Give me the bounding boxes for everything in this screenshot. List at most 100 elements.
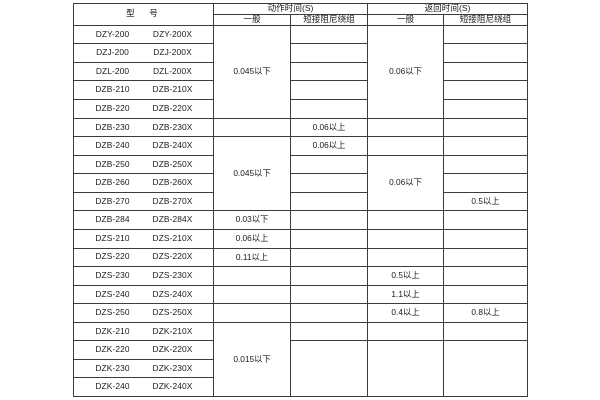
table-body: DZY-200 DZY-200X 0.045以下 0.06以下 DZJ-200 DZ… [73, 24, 528, 398]
model-cell: DZL-200 DZL-200X [73, 61, 214, 82]
model-code-primary: DZK-240 [95, 381, 130, 392]
rt-general-cell [367, 136, 444, 156]
op-damping-cell [290, 228, 368, 249]
table-row: DZB-210 DZB-210X [73, 80, 528, 100]
model-code-primary: DZB-250 [95, 158, 130, 169]
model-code-variant: DZK-220X [152, 344, 193, 355]
model-code-primary: DZS-220 [95, 251, 130, 262]
op-damping-cell [290, 303, 368, 323]
model-code-primary: DZS-240 [95, 288, 130, 299]
table-row: DZS-230 DZS-230X 0.5以上 [73, 266, 528, 286]
op-general-cell: 0.03以下 [213, 210, 291, 230]
op-general-cell [213, 284, 291, 305]
op-damping-cell [290, 284, 368, 305]
op-general-cell [213, 303, 291, 323]
rt-damping-cell [443, 136, 528, 156]
model-code-primary: DZK-230 [95, 362, 130, 373]
header-row-sub: 一般 短接阻尼绕组 一般 短接阻尼绕组 [74, 13, 528, 26]
rt-general-cell: 0.5以上 [367, 266, 444, 286]
table-row: DZK-220 DZK-220X [73, 340, 528, 397]
op-damping-cell [290, 321, 368, 342]
rt-damping-cell [443, 173, 528, 193]
model-code-variant: DZK-210X [152, 325, 193, 336]
op-damping-cell [290, 24, 368, 45]
rt-general-cell [367, 247, 444, 268]
model-cell: DZK-240 DZK-240X [73, 377, 214, 397]
model-cell: DZS-220 DZS-220X [73, 247, 214, 268]
rt-damping-cell [443, 340, 528, 397]
model-cell: DZB-220 DZB-220X [73, 99, 214, 119]
model-cell: DZS-230 DZS-230X [73, 266, 214, 286]
model-cell: DZS-240 DZS-240X [73, 284, 214, 305]
header-operating-time: 动作时间(S) [213, 3, 368, 15]
model-code-variant: DZS-240X [152, 288, 193, 299]
op-damping-cell [290, 43, 368, 63]
model-cell: DZK-220 DZK-220X [73, 340, 214, 360]
op-damping-cell [290, 340, 368, 397]
table-row: DZL-200 DZL-200X [73, 61, 528, 82]
op-general-cell [213, 266, 291, 286]
relay-timing-table: 型 号 动作时间(S) 返回时间(S) 一般 短接阻尼绕组 一般 短接阻尼绕组 … [73, 3, 528, 398]
model-cell: DZB-230 DZB-230X [73, 117, 214, 138]
model-cell: DZJ-200 DZJ-200X [73, 43, 214, 63]
rt-general-cell: 1.1以上 [367, 284, 444, 305]
rt-general-cell [367, 340, 444, 397]
op-damping-cell [290, 154, 368, 175]
model-code-variant: DZB-284X [152, 214, 193, 225]
table-row: DZB-230 DZB-230X 0.06以上 [73, 117, 528, 138]
model-cell: DZB-240 DZB-240X [73, 136, 214, 156]
table-row: DZB-250 DZB-250X 0.06以下 [73, 154, 528, 212]
model-code-variant: DZY-200X [152, 28, 193, 39]
header-row-top: 型 号 动作时间(S) 返回时间(S) [73, 3, 528, 26]
model-code-variant: DZB-250X [152, 158, 193, 169]
op-general-merged-1: 0.045以下 [213, 24, 291, 119]
rt-general-cell: 0.4以上 [367, 303, 444, 323]
model-code-primary: DZB-220 [95, 102, 130, 113]
rt-damping-cell [443, 210, 528, 230]
op-damping-cell [290, 266, 368, 286]
model-code-primary: DZB-230 [95, 121, 130, 132]
op-general-merged-2: 0.045以下 [213, 136, 291, 212]
model-code-variant: DZB-240X [152, 140, 193, 151]
model-code-primary: DZK-210 [95, 325, 130, 336]
op-damping-cell [290, 99, 368, 119]
table-row: DZS-220 DZS-220X 0.11以上 [73, 247, 528, 268]
table-row: DZY-200 DZY-200X 0.045以下 0.06以下 [73, 24, 528, 119]
op-damping-cell: 0.06以上 [290, 136, 368, 156]
rt-damping-cell: 0.8以上 [443, 303, 528, 323]
rt-damping-cell: 0.5以上 [443, 191, 528, 212]
model-code-primary: DZY-200 [95, 28, 130, 39]
table-row: DZS-210 DZS-210X 0.06以上 [73, 228, 528, 249]
model-code-primary: DZB-240 [95, 140, 130, 151]
op-damping-cell [290, 80, 368, 100]
rt-damping-cell [443, 80, 528, 100]
rt-general-cell [367, 117, 444, 138]
table-row: DZS-240 DZS-240X 1.1以上 [73, 284, 528, 305]
rt-damping-cell [443, 154, 528, 175]
model-code-variant: DZK-240X [152, 381, 193, 392]
rt-damping-cell [443, 321, 528, 342]
table-row: DZJ-200 DZJ-200X [73, 43, 528, 63]
spec-table-container: 型 号 动作时间(S) 返回时间(S) 一般 短接阻尼绕组 一般 短接阻尼绕组 … [73, 3, 528, 398]
table-row: DZB-284 DZB-284X 0.03以下 [73, 210, 528, 230]
op-damping-cell [290, 191, 368, 212]
model-code-primary: DZL-200 [95, 65, 130, 76]
model-cell: DZB-284 DZB-284X [73, 210, 214, 230]
model-code-variant: DZB-230X [152, 121, 193, 132]
model-code-variant: DZB-270X [152, 195, 193, 206]
header-rt-general: 一般 [367, 13, 444, 26]
table-row: DZK-240 DZK-240X [73, 377, 528, 397]
table-row: DZS-250 DZS-250X 0.4以上 0.8以上 [73, 303, 528, 323]
rt-general-merged-2: 0.06以下 [367, 154, 444, 212]
header-op-general: 一般 [213, 13, 291, 26]
rt-general-merged-1: 0.06以下 [367, 24, 444, 119]
table-row: DZK-210 DZK-210X 0.015以下 [73, 321, 528, 398]
model-cell: DZK-230 DZK-230X [73, 358, 214, 379]
model-code-variant: DZS-250X [152, 307, 193, 318]
model-code-variant: DZK-230X [152, 362, 193, 373]
table-row: DZB-260 DZB-260X [73, 173, 528, 193]
rt-damping-cell [443, 61, 528, 82]
model-cell: DZS-250 DZS-250X [73, 303, 214, 323]
model-cell: DZB-270 DZB-270X [73, 191, 214, 212]
header-return-time: 返回时间(S) [367, 3, 528, 15]
